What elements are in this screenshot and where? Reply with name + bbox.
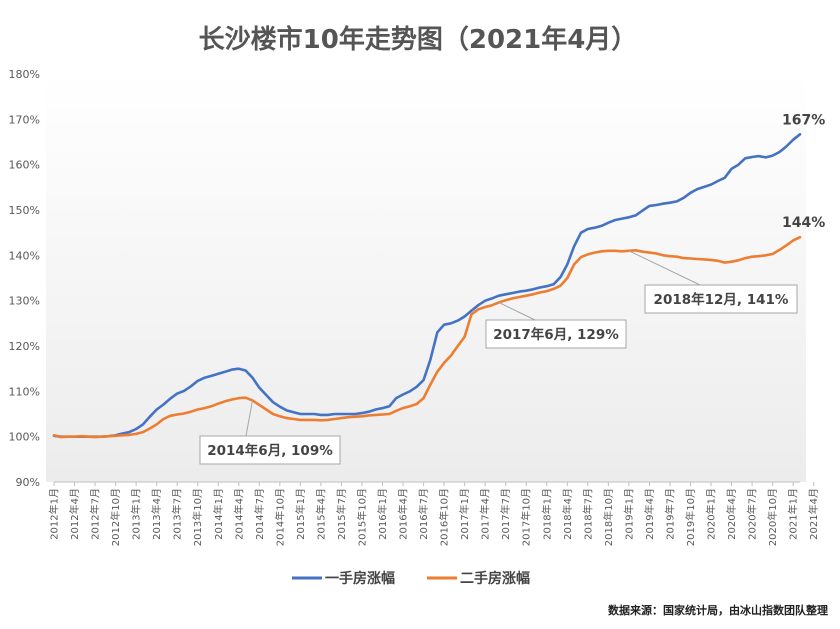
end-label-2: 144% (782, 215, 825, 231)
y-tick-label: 120% (9, 340, 40, 353)
x-tick-label: 2018年7月 (581, 488, 594, 540)
x-tick-label: 2014年1月 (212, 488, 225, 540)
x-tick-label: 2013年7月 (171, 488, 184, 540)
y-tick-label: 100% (9, 431, 40, 444)
legend-item-2: 二手房涨幅 (427, 570, 530, 587)
x-tick-label: 2019年4月 (643, 488, 656, 540)
y-tick-label: 140% (9, 249, 40, 262)
y-axis: 90% 100% 110% 120% 130% 140% 150% 160% 170% 180% (9, 68, 40, 489)
x-tick-label: 2017年7月 (499, 488, 512, 540)
x-tick-label: 2012年4月 (68, 488, 81, 540)
x-tick-label: 2021年1月 (787, 488, 800, 540)
series-layer (52, 133, 802, 439)
callout-label: 2018年12月, 141% (654, 291, 789, 308)
x-tick-label: 2015年10月 (355, 488, 368, 546)
x-tick-label: 2015年4月 (314, 488, 327, 540)
x-tick-label: 2012年10月 (109, 488, 122, 546)
annotation-layer: 2014年6月, 109% 2017年6月, 129% 2018年12月, 141% (199, 250, 798, 465)
legend-item-1: 一手房涨幅 (292, 570, 395, 587)
callout-label: 2017年6月, 129% (493, 326, 619, 343)
x-tick-label: 2020年1月 (705, 488, 718, 540)
x-tick-label: 2019年1月 (622, 488, 635, 540)
legend-label: 二手房涨幅 (460, 570, 530, 587)
y-tick-label: 160% (9, 159, 40, 172)
chart-title: 长沙楼市10年走势图（2021年4月） (199, 24, 638, 55)
legend: 一手房涨幅 二手房涨幅 (292, 570, 530, 587)
callout-box (644, 284, 798, 314)
x-tick-label: 2015年1月 (294, 488, 307, 540)
x-tick-label: 2020年4月 (725, 488, 738, 540)
end-label-layer: 167% 144% (782, 112, 825, 231)
x-tick-label: 2014年7月 (253, 488, 266, 540)
x-tick-label: 2012年7月 (89, 488, 102, 540)
callout-label: 2014年6月, 109% (207, 442, 333, 459)
x-tick-label: 2015年7月 (335, 488, 348, 540)
y-tick-label: 110% (9, 385, 40, 398)
x-tick-label: 2019年7月 (663, 488, 676, 540)
y-tick-label: 170% (9, 113, 40, 126)
source-note: 数据来源：国家统计局，由冰山指数团队整理 (608, 603, 828, 617)
x-tick-label: 2019年10月 (684, 488, 697, 546)
plot-area (46, 74, 806, 482)
x-tick-label: 2013年4月 (150, 488, 163, 540)
callout-leader (498, 302, 536, 321)
x-tick-label: 2017年4月 (479, 488, 492, 540)
x-tick-label: 2013年10月 (191, 488, 204, 546)
x-tick-label: 2014年4月 (232, 488, 245, 540)
x-tick-label: 2017年1月 (458, 488, 471, 540)
x-tick-label: 2018年10月 (602, 488, 615, 546)
legend-label: 一手房涨幅 (325, 570, 395, 587)
x-tick-label: 2012年1月 (48, 488, 61, 540)
x-tick-label: 2016年4月 (397, 488, 410, 540)
x-tick-label: 2013年1月 (130, 488, 143, 540)
callout-3: 2018年12月, 141% (628, 250, 798, 314)
series-line-1 (52, 133, 802, 438)
x-tick-label: 2016年10月 (438, 488, 451, 546)
y-tick-label: 150% (9, 204, 40, 217)
x-tick-label: 2016年7月 (417, 488, 430, 540)
x-tick-label: 2018年1月 (540, 488, 553, 540)
x-tick-label: 2017年10月 (520, 488, 533, 546)
x-tick-label: 2018年4月 (561, 488, 574, 540)
x-tick-label: 2016年1月 (376, 488, 389, 540)
y-tick-label: 180% (9, 68, 40, 81)
y-tick-label: 130% (9, 295, 40, 308)
callout-box (199, 435, 341, 465)
callout-leader (628, 250, 701, 286)
callout-2: 2017年6月, 129% (485, 302, 627, 349)
x-tick-label: 2020年10月 (766, 488, 779, 546)
y-tick-label: 90% (16, 476, 40, 489)
x-axis: 2012年1月 2012年4月 2012年7月 2012年10月 2013年1月 2013… (48, 481, 820, 546)
x-tick-label: 2014年10月 (273, 488, 286, 546)
x-tick-label: 2020年7月 (746, 488, 759, 540)
callout-leader (245, 400, 253, 437)
x-tick-label: 2021年4月 (807, 488, 820, 540)
callout-box (485, 319, 627, 349)
series-line-2 (52, 235, 802, 439)
end-label-1: 167% (782, 112, 825, 128)
callout-1: 2014年6月, 109% (199, 400, 341, 465)
